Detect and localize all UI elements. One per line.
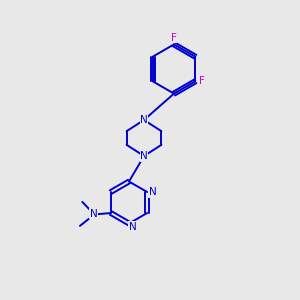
Text: N: N (149, 187, 157, 197)
Text: N: N (90, 209, 98, 219)
Text: F: F (171, 33, 177, 43)
Text: N: N (140, 151, 148, 161)
Text: N: N (129, 221, 136, 232)
Text: N: N (140, 115, 148, 125)
Text: F: F (199, 76, 205, 86)
